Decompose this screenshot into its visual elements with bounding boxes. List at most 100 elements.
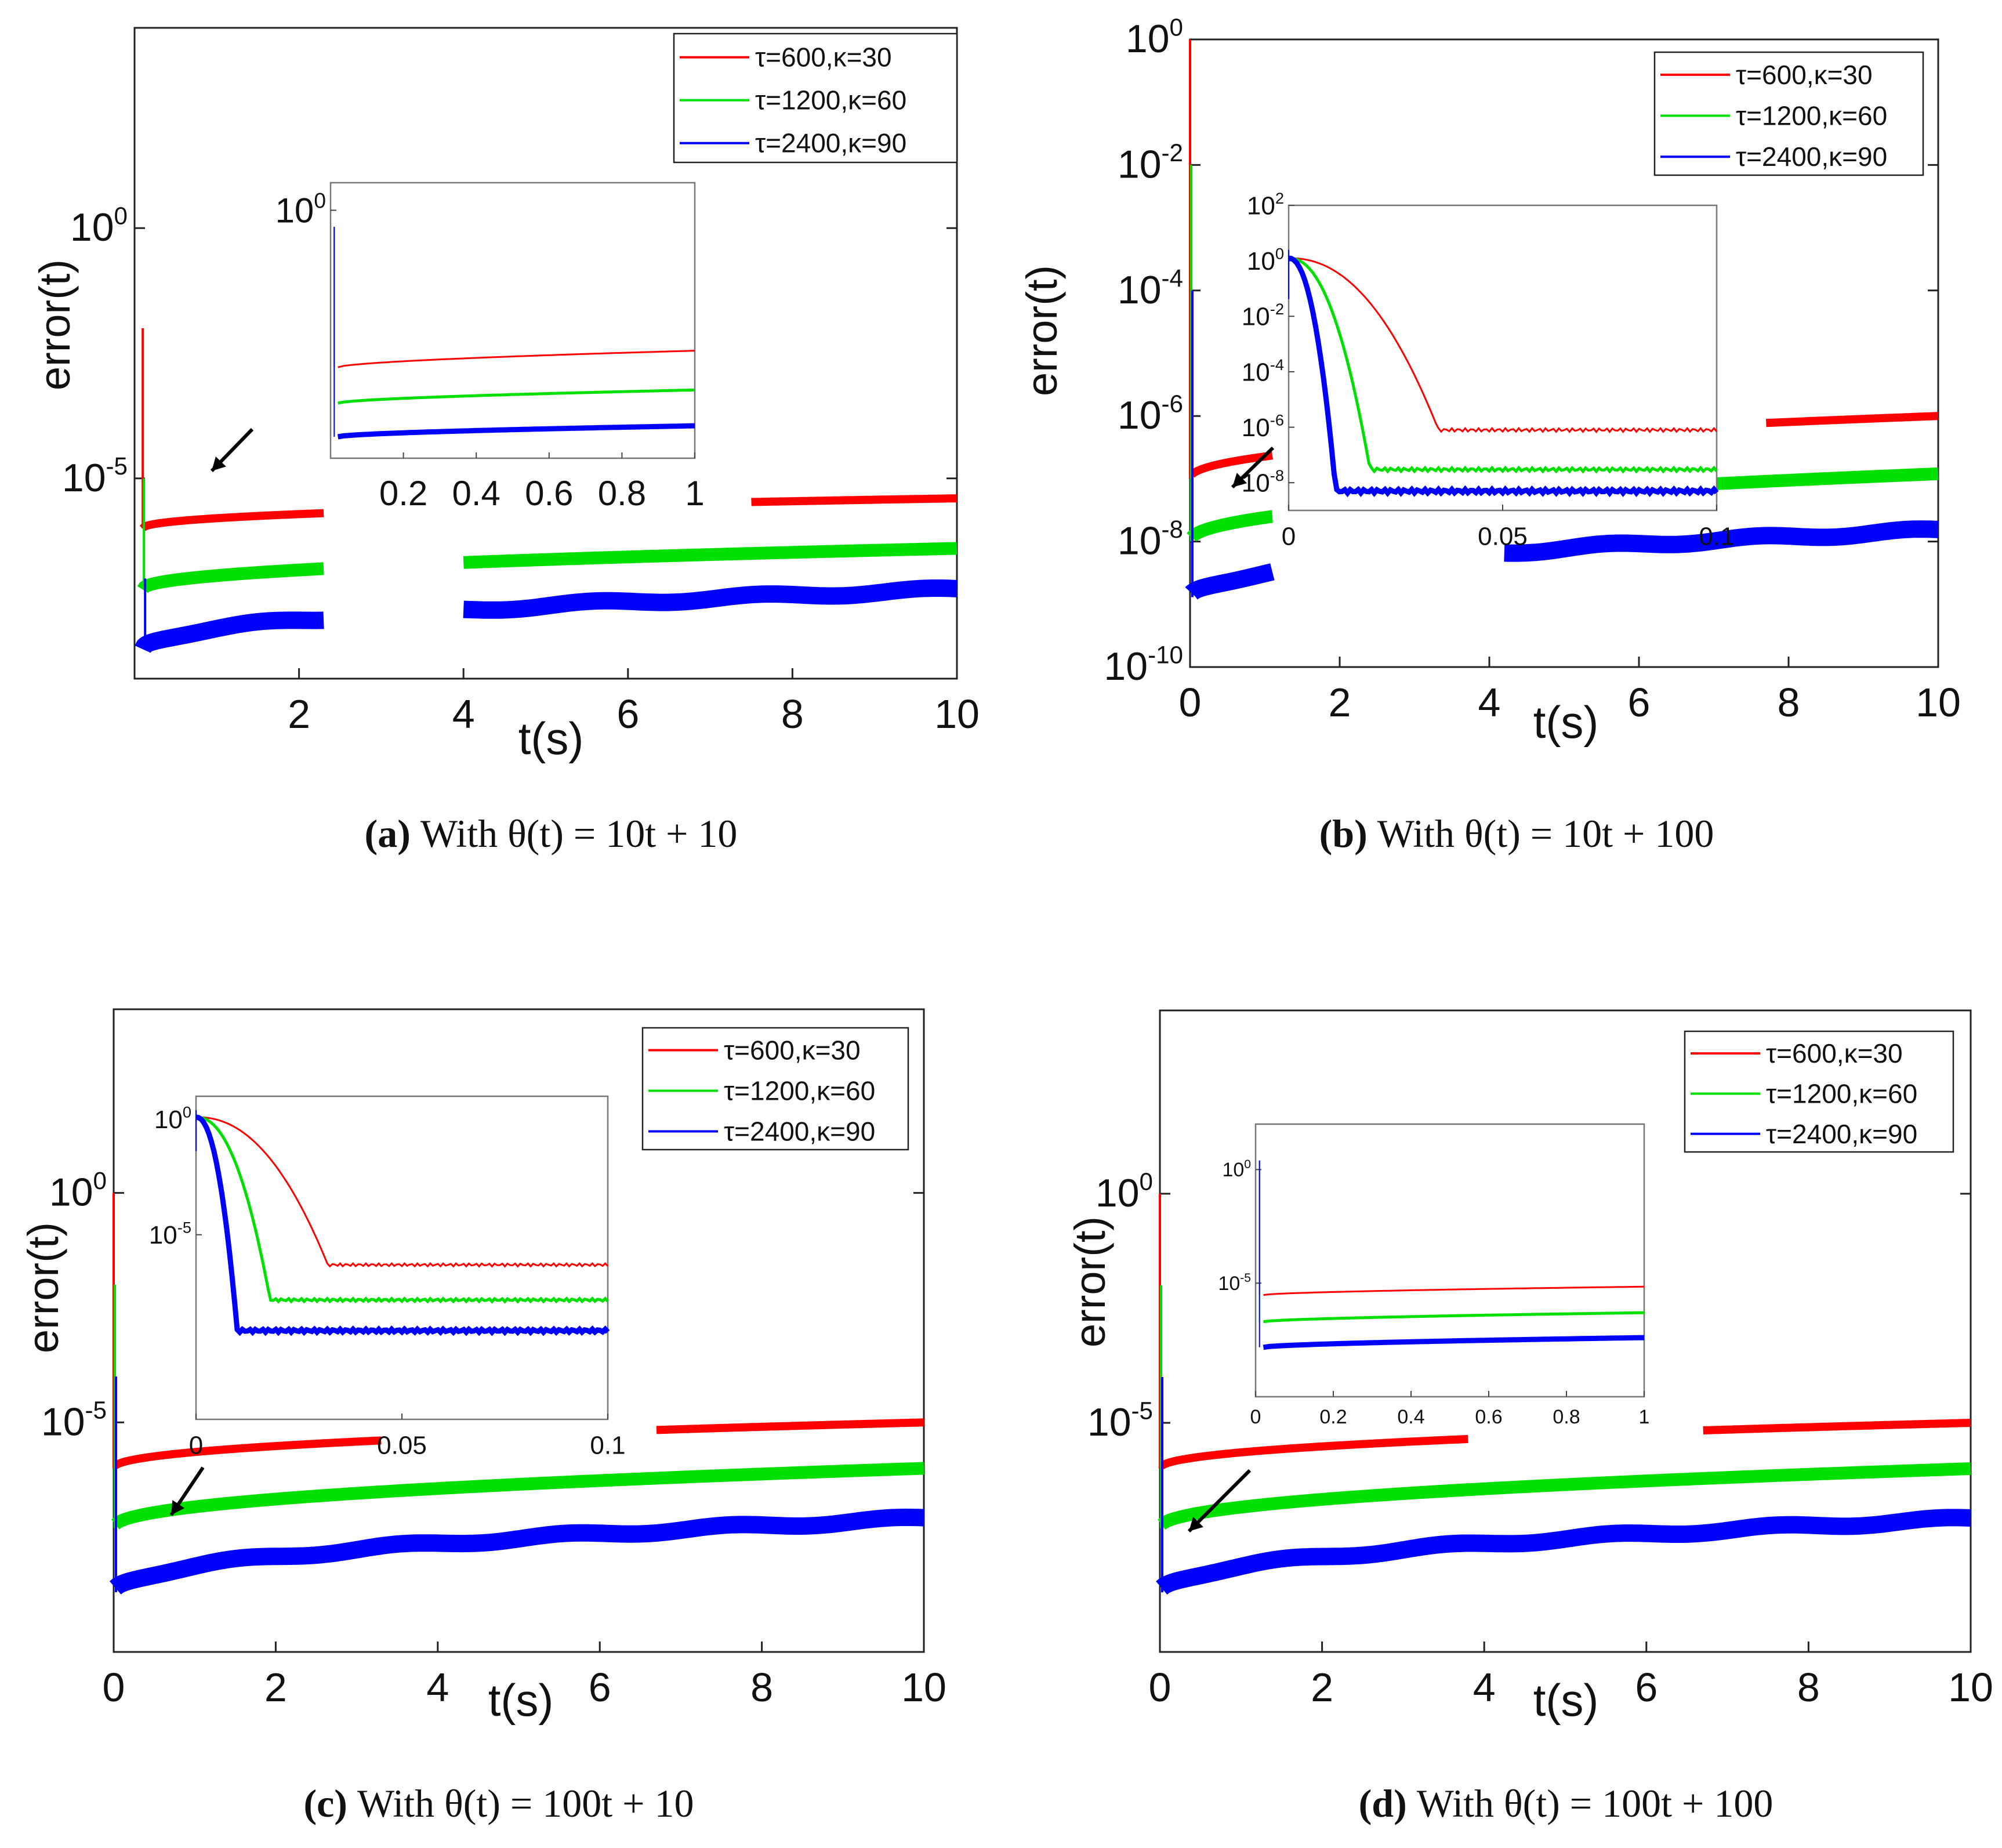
x-tick-label: 0: [103, 1665, 125, 1710]
inset-d: 100 10-5 0 0.2 0.4 0.6 0.8 1: [1218, 1123, 1650, 1428]
inset-y-tick-label: 10-4: [1242, 356, 1284, 386]
series-band: [135, 611, 331, 655]
x-tick-label: 10: [1916, 680, 1961, 725]
series-band: [749, 494, 959, 506]
inset-box: [329, 182, 696, 459]
series-band: [1185, 510, 1278, 543]
legend-label: τ=2400,κ=90: [1736, 142, 1887, 172]
inset-y-tick-label: 100: [1247, 245, 1284, 276]
x-tick-label: 0: [1179, 680, 1202, 725]
x-axis-label: t(s): [488, 1675, 554, 1726]
y-tick-label: 100: [49, 1167, 107, 1215]
inset-x-tick-label: 0.6: [525, 474, 573, 513]
inset-y-tick-label: 10-2: [1242, 300, 1284, 331]
x-tick-label: 2: [288, 691, 310, 737]
inset-x-tick-label: 0.2: [379, 474, 427, 513]
inset-series: [195, 1116, 609, 1268]
series-band: [1155, 1534, 1474, 1595]
inset-series: [195, 1114, 610, 1336]
inset-series: [1288, 255, 1719, 498]
series-band: [1188, 451, 1276, 479]
inset-y-tick-label: 10-5: [1218, 1271, 1251, 1295]
inset-y-tick-label: 100: [275, 188, 326, 230]
x-tick-label: 8: [1778, 680, 1800, 725]
x-tick-label: 6: [1628, 680, 1651, 725]
inset-series: [1263, 1311, 1645, 1324]
inset-series: [1289, 257, 1718, 434]
inset-x-tick-label: 1: [1639, 1406, 1650, 1428]
arrow-head: [171, 1500, 185, 1515]
x-tick-label: 6: [589, 1665, 611, 1710]
inset-y-tick-label: 10-5: [149, 1219, 191, 1249]
x-tick-label: 8: [750, 1665, 773, 1710]
arrow-shaft: [1187, 1469, 1252, 1533]
series-band: [1499, 520, 1943, 562]
arrow-head: [1189, 1517, 1203, 1531]
y-axis-label: error(t): [1018, 265, 1066, 396]
series-band: [1701, 1419, 1973, 1434]
inset-x-tick-label: 0.8: [1553, 1406, 1580, 1428]
series-band: [654, 1418, 926, 1434]
inset-series: [195, 1115, 609, 1304]
series-band: [461, 542, 959, 569]
arrow-head: [1232, 473, 1247, 487]
legend-label: τ=1200,κ=60: [755, 85, 906, 115]
inset-x-tick-label: 0.05: [1478, 522, 1528, 550]
x-axis-label: t(s): [1533, 1675, 1599, 1726]
y-tick-label: 100: [70, 202, 128, 250]
panel-c: 100 10-5 0 2 4 6 8 10 t(s) error(t) 100 10-5 0 0.05 0.…: [19, 1008, 946, 1825]
y-tick-label: 10-4: [1118, 264, 1183, 312]
inset-y-tick-label: 100: [154, 1103, 191, 1134]
legend-label: τ=1200,κ=60: [1766, 1078, 1917, 1108]
series-band: [459, 579, 962, 619]
inset-x-tick-label: 0.1: [1699, 522, 1734, 550]
legend-label: τ=600,κ=30: [1736, 60, 1873, 90]
x-axis-label: t(s): [1533, 697, 1599, 748]
legend-label: τ=2400,κ=90: [1766, 1119, 1917, 1149]
inset-x-tick-label: 0.4: [1397, 1406, 1424, 1428]
x-tick-label: 10: [901, 1665, 946, 1710]
series-band: [113, 1436, 383, 1469]
inset-box: [1287, 204, 1718, 512]
inset-x-tick-label: 0.1: [590, 1431, 625, 1459]
x-tick-label: 10: [934, 691, 980, 737]
series-band: [371, 1462, 926, 1499]
inset-series: [1288, 256, 1718, 474]
caption: (a) With θ(t) = 10t + 10: [365, 811, 738, 856]
inset-c: 100 10-5 0 0.05 0.1: [149, 1095, 626, 1459]
inset-series: [1263, 1335, 1645, 1350]
inset-x-tick-label: 1: [685, 474, 704, 513]
inset-a: 100 0.2 0.4 0.6 0.8 1: [275, 182, 705, 513]
inset-x-tick-label: 0.6: [1475, 1406, 1502, 1428]
inset-x-tick-label: 0.4: [452, 474, 500, 513]
legend-label: τ=1200,κ=60: [1736, 101, 1887, 131]
y-axis-label: error(t): [19, 1222, 67, 1353]
y-axis-label: error(t): [1066, 1216, 1114, 1347]
series-band: [1158, 1483, 1472, 1530]
inset-x-tick-label: 0: [1250, 1406, 1261, 1428]
series-band: [1159, 1434, 1470, 1470]
legend-label: τ=600,κ=30: [1766, 1038, 1903, 1068]
y-tick-label: 10-10: [1104, 641, 1183, 689]
legend-box: [673, 32, 958, 164]
x-tick-label: 2: [1329, 680, 1351, 725]
y-tick-label: 100: [1096, 1168, 1153, 1215]
series-band: [139, 509, 327, 531]
y-tick-label: 100: [1126, 13, 1183, 61]
x-tick-label: 4: [1473, 1665, 1496, 1710]
inset-y-tick-label: 102: [1247, 189, 1284, 220]
y-tick-label: 10-5: [62, 452, 128, 500]
x-axis-label: t(s): [518, 713, 584, 764]
legend-label: τ=600,κ=30: [724, 1035, 861, 1066]
inset-x-tick-label: 0: [189, 1431, 203, 1459]
series-band: [1415, 1509, 1975, 1556]
x-tick-label: 4: [426, 1665, 449, 1710]
series-band: [1417, 1462, 1973, 1499]
inset-series: [338, 388, 695, 405]
inset-y-tick-label: 100: [1222, 1158, 1251, 1181]
legend-box: [1684, 1030, 1954, 1153]
y-axis-label: error(t): [31, 259, 79, 390]
legend: τ=600,κ=30 τ=1200,κ=60 τ=2400,κ=90: [1653, 51, 1924, 176]
